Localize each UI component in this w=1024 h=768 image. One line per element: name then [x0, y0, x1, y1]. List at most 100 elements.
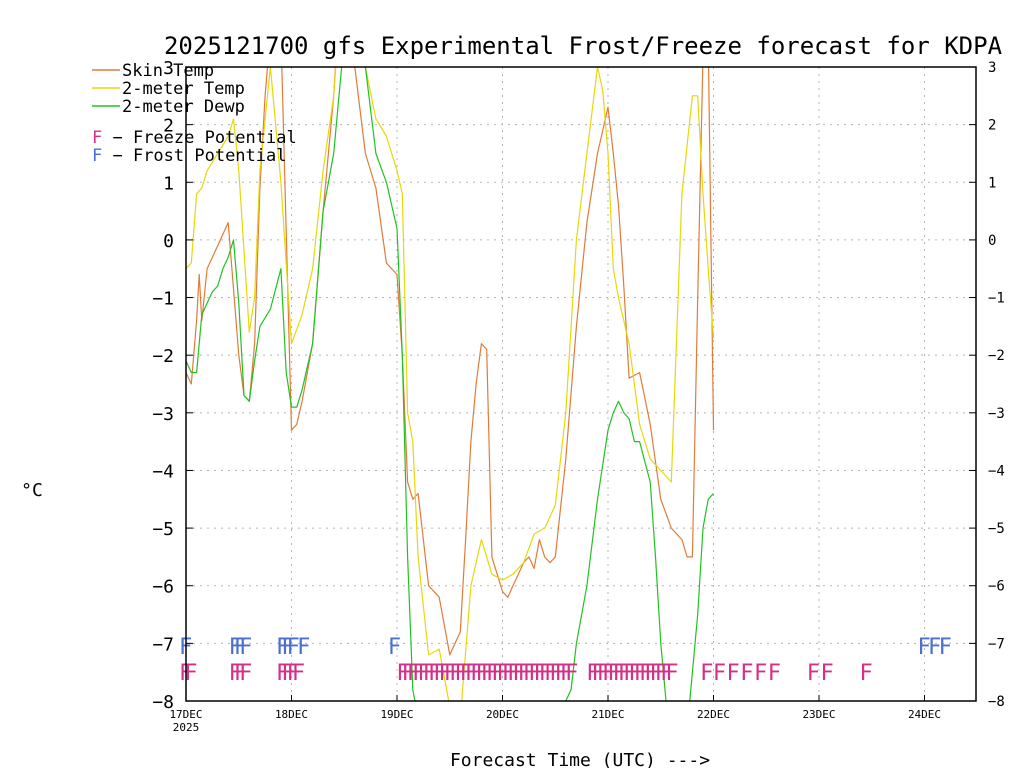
- freeze-mark: F: [439, 661, 452, 686]
- freeze-mark: F: [859, 661, 872, 686]
- legend-annotation-0: F − Freeze Potential: [92, 128, 297, 148]
- x-tick-label: 23DEC: [802, 708, 835, 721]
- freeze-mark: F: [533, 661, 546, 686]
- freeze-mark: F: [281, 661, 294, 686]
- freeze-mark: F: [560, 661, 573, 686]
- freeze-mark: F: [602, 661, 615, 686]
- freeze-mark: F: [623, 661, 636, 686]
- freeze-mark: F: [740, 661, 753, 686]
- y-tick-label-right: 0: [988, 233, 996, 249]
- freeze-mark: F: [465, 661, 478, 686]
- legend-label-2: 2-meter Dewp: [122, 97, 245, 117]
- freeze-mark: F: [613, 661, 626, 686]
- freeze-mark: F: [549, 661, 562, 686]
- freeze-mark: F: [518, 661, 531, 686]
- y-tick-label-right: 2: [988, 118, 996, 134]
- frost-mark: F: [297, 635, 310, 660]
- series-group: [186, 67, 715, 701]
- freeze-mark: F: [634, 661, 647, 686]
- freeze-mark: F: [292, 661, 305, 686]
- y-tick-label-right: −5: [988, 521, 1005, 537]
- frost-mark: F: [234, 635, 247, 660]
- freeze-mark: F: [754, 661, 767, 686]
- freeze-mark: F: [486, 661, 499, 686]
- freeze-mark: F: [727, 661, 740, 686]
- freeze-mark: F: [523, 661, 536, 686]
- freeze-mark: F: [454, 661, 467, 686]
- freeze-mark: F: [407, 661, 420, 686]
- y-tick-label: −5: [152, 519, 174, 540]
- freeze-mark: F: [507, 661, 520, 686]
- freeze-mark: F: [639, 661, 652, 686]
- freeze-mark: F: [544, 661, 557, 686]
- freeze-mark: F: [402, 661, 415, 686]
- x-tick-sublabel: 2025: [173, 721, 200, 734]
- freeze-mark: F: [607, 661, 620, 686]
- plot-frame: [185, 66, 977, 702]
- freeze-mark: F: [555, 661, 568, 686]
- y-ticks: −8 −8 −7 −7 −6 −6 −5 −5 −4 −4 −3 −3 −2 −2 −1 −1 0 0 1 1 2 2 3 3: [152, 58, 1005, 713]
- x-axis-label: Forecast Time (UTC) --->: [450, 750, 710, 768]
- frost-mark: F: [229, 635, 242, 660]
- freeze-mark: F: [655, 661, 668, 686]
- freeze-mark: F: [433, 661, 446, 686]
- freeze-mark: F: [565, 661, 578, 686]
- legend-annotation-marker: F: [92, 146, 102, 166]
- y-tick-label-right: −1: [988, 291, 1005, 307]
- chart-title: 2025121700 gfs Experimental Frost/Freeze…: [164, 32, 1003, 60]
- y-tick-label-right: −3: [988, 406, 1005, 422]
- y-tick-label-right: −4: [988, 463, 1005, 479]
- freeze-mark: F: [713, 661, 726, 686]
- series-line-0: [186, 67, 715, 656]
- freeze-mark: F: [396, 661, 409, 686]
- freeze-mark: F: [276, 661, 289, 686]
- legend-annotation-text: − Freeze Potential: [102, 128, 296, 148]
- freeze-mark: F: [229, 661, 242, 686]
- x-tick-label: 22DEC: [697, 708, 730, 721]
- y-tick-label: −2: [152, 346, 174, 367]
- y-tick-label: −8: [152, 692, 174, 713]
- legend-annotation-marker: F: [92, 128, 102, 148]
- y-tick-label-right: 1: [988, 175, 996, 191]
- legend-annotation-text: − Frost Potential: [102, 146, 286, 166]
- y-tick-label: −7: [152, 634, 174, 655]
- freeze-mark: F: [423, 661, 436, 686]
- legend-label-1: 2-meter Temp: [122, 79, 245, 99]
- freeze-mark: F: [618, 661, 631, 686]
- freeze-mark: F: [239, 661, 252, 686]
- frost-mark: F: [281, 635, 294, 660]
- freeze-mark: F: [502, 661, 515, 686]
- y-tick-label: 3: [163, 58, 174, 79]
- frost-mark: F: [928, 635, 941, 660]
- frost-mark: F: [939, 635, 952, 660]
- y-tick-label: −1: [152, 289, 174, 310]
- freeze-mark: F: [449, 661, 462, 686]
- x-tick-label: 20DEC: [486, 708, 519, 721]
- y-tick-label-right: −8: [988, 694, 1005, 710]
- freeze-mark: F: [665, 661, 678, 686]
- freeze-mark: F: [597, 661, 610, 686]
- x-tick-label: 24DEC: [908, 708, 941, 721]
- freeze-mark: F: [528, 661, 541, 686]
- frost-mark: F: [239, 635, 252, 660]
- y-tick-label: −3: [152, 404, 174, 425]
- freeze-mark: F: [586, 661, 599, 686]
- frost-mark: F: [276, 635, 289, 660]
- freeze-mark: F: [807, 661, 820, 686]
- freeze-mark: F: [234, 661, 247, 686]
- freeze-mark: F: [820, 661, 833, 686]
- freeze-mark: F: [660, 661, 673, 686]
- freeze-mark: F: [444, 661, 457, 686]
- freeze-mark: F: [512, 661, 525, 686]
- y-tick-label-right: −2: [988, 348, 1005, 364]
- freeze-mark: F: [539, 661, 552, 686]
- y-tick-label-right: −6: [988, 579, 1005, 595]
- freeze-mark: F: [460, 661, 473, 686]
- series-line-2: [186, 67, 714, 701]
- freeze-mark: F: [491, 661, 504, 686]
- freeze-mark: F: [768, 661, 781, 686]
- y-tick-label: 2: [163, 116, 174, 137]
